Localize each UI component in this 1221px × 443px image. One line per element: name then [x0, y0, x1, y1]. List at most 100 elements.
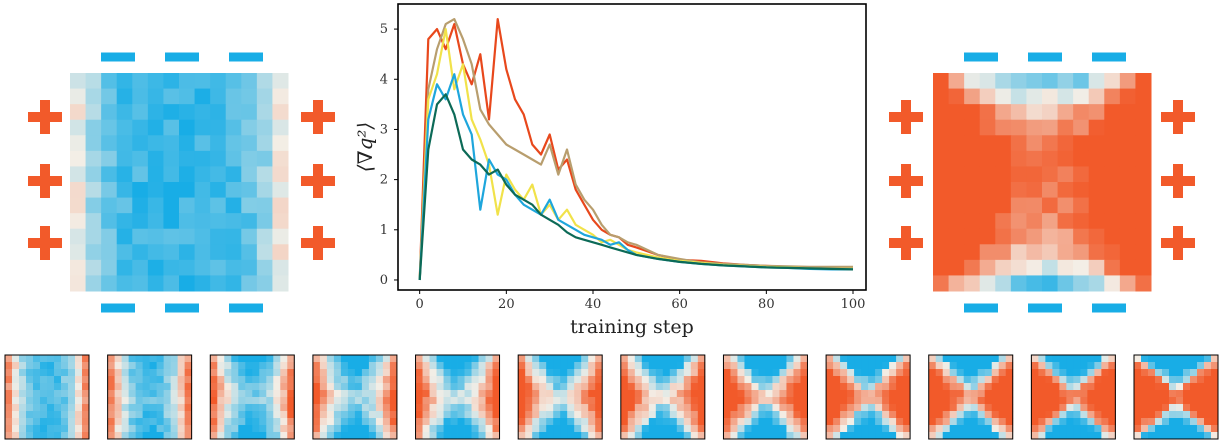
right-heatmap-cell: [1104, 213, 1121, 230]
progression-cell: [588, 418, 596, 426]
progression-cell: [765, 390, 773, 398]
progression-cell: [595, 404, 603, 412]
progression-cell: [128, 383, 137, 391]
progression-cell: [697, 390, 706, 398]
progression-cell: [786, 404, 794, 412]
progression-cell: [184, 355, 193, 363]
progression-cell: [1073, 397, 1081, 405]
progression-cell: [772, 390, 780, 398]
progression-cell: [984, 418, 993, 426]
progression-cell: [224, 425, 232, 433]
progression-cell: [5, 432, 13, 440]
right-heatmap-cell: [995, 166, 1012, 183]
progression-cell: [765, 362, 773, 370]
right-heatmap-cell: [1057, 275, 1074, 292]
progression-cell: [833, 383, 841, 391]
progression-cell: [326, 411, 335, 419]
progression-cell: [68, 369, 76, 377]
progression-cell: [1101, 432, 1109, 440]
progression-cell: [163, 418, 172, 426]
progression-cell: [149, 355, 158, 363]
progression-cell: [5, 355, 13, 363]
progression-cell: [690, 390, 699, 398]
progression-cell: [287, 411, 295, 419]
progression-cell: [340, 355, 349, 363]
progression-cell: [1134, 397, 1142, 405]
progression-cell: [662, 418, 671, 426]
left-heatmap-cell: [210, 166, 227, 183]
progression-cell: [26, 432, 34, 440]
progression-cell: [942, 369, 951, 377]
progression-cell: [826, 397, 834, 405]
progression-cell: [287, 383, 295, 391]
right-heatmap-cell: [979, 244, 996, 261]
progression-cell: [723, 411, 731, 419]
progression-cell: [107, 425, 116, 433]
progression-cell: [450, 425, 458, 433]
progression-cell: [998, 397, 1007, 405]
progression-cell: [903, 425, 911, 433]
progression-cell: [326, 390, 335, 398]
progression-cell: [259, 404, 267, 412]
progression-cell: [1052, 418, 1060, 426]
progression-cell: [121, 390, 130, 398]
progression-cell: [142, 369, 151, 377]
progression-cell: [620, 383, 629, 391]
progression-cell: [1038, 404, 1046, 412]
right-heatmap-cell: [1119, 228, 1136, 245]
progression-cell: [259, 432, 267, 440]
progression-cell: [19, 418, 27, 426]
progression-cell: [266, 390, 274, 398]
progression-cell: [1211, 411, 1219, 419]
right-heatmap-cell: [964, 259, 981, 276]
progression-cell: [1094, 376, 1102, 384]
progression-cell: [457, 355, 465, 363]
progression-cell: [224, 432, 232, 440]
progression-cell: [928, 404, 937, 412]
progression-cell: [882, 362, 890, 370]
progression-cell: [382, 432, 391, 440]
progression-cell: [737, 432, 745, 440]
progression-cell: [5, 376, 13, 384]
progression-cell: [114, 432, 123, 440]
plus-icon: [301, 226, 335, 260]
progression-cell: [977, 418, 986, 426]
progression-cell: [422, 397, 430, 405]
progression-cell: [382, 390, 391, 398]
progression-cell: [560, 369, 568, 377]
right-heatmap-cell: [1010, 213, 1027, 230]
progression-cell: [800, 390, 808, 398]
progression-cell: [889, 390, 897, 398]
right-heatmap-cell: [995, 73, 1012, 90]
progression-cell: [669, 397, 678, 405]
progression-cell: [217, 376, 225, 384]
progression-cell: [312, 404, 321, 412]
progression-cell: [765, 355, 773, 363]
right-heatmap-cell: [1119, 150, 1136, 167]
progression-cell: [723, 390, 731, 398]
progression-cell: [224, 390, 232, 398]
progression-cell: [61, 404, 69, 412]
left-heatmap-cell: [210, 244, 227, 261]
left-heatmap-cell: [85, 197, 102, 214]
progression-cell: [1031, 397, 1039, 405]
progression-cell: [485, 376, 493, 384]
progression-cell: [40, 404, 48, 412]
progression-cell: [847, 362, 855, 370]
right-heatmap-cell: [1057, 166, 1074, 183]
progression-cell: [478, 376, 486, 384]
progression-cell: [669, 369, 678, 377]
progression-cell: [737, 411, 745, 419]
left-heatmap-cell: [147, 197, 164, 214]
left-heatmap-cell: [163, 88, 180, 105]
left-heatmap-cell: [85, 275, 102, 292]
progression-cell: [765, 425, 773, 433]
left-heatmap-cell: [147, 259, 164, 276]
x-axis-label: training step: [570, 316, 694, 338]
progression-cell: [312, 411, 321, 419]
right-heatmap-cell: [1042, 73, 1059, 90]
progression-cell: [121, 404, 130, 412]
left-heatmap-cell: [85, 166, 102, 183]
progression-cell: [1204, 376, 1212, 384]
right-heatmap-cell: [948, 197, 965, 214]
